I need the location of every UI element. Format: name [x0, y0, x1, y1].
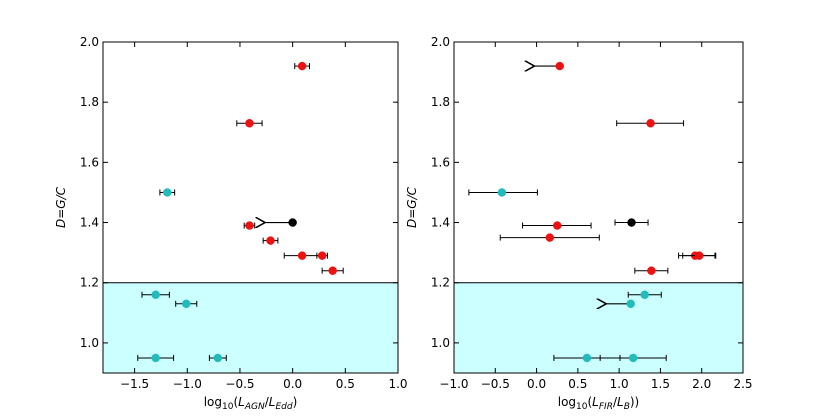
y-tick-label: 1.2	[431, 276, 450, 290]
x-tick-label: 2.0	[692, 377, 711, 391]
data-point-cyan	[640, 290, 649, 300]
data-point-red	[245, 221, 254, 230]
x-tick-label: −0.5	[481, 377, 510, 391]
x-tick-label: 2.5	[733, 377, 752, 391]
x-tick-label: −1.0	[439, 377, 468, 391]
y-tick-label: 1.6	[431, 155, 450, 169]
axes-frame	[102, 41, 399, 374]
x-axis-title: log10(LFIR/LB))	[558, 395, 640, 412]
x-tick-label: −1.0	[173, 377, 202, 391]
data-point-cyan	[181, 299, 191, 309]
data-point-black	[288, 218, 297, 227]
shaded-region	[454, 282, 743, 373]
right-panel: −1.0 −0.5 0.0 0.5 1.0 1.5 2.0 2.5 1.0 1.2 1.4 1.6 1.…	[405, 35, 753, 412]
data-point-red	[297, 61, 307, 71]
x-tick-label: 0.0	[527, 377, 546, 391]
data-point-cyan	[163, 188, 172, 197]
x-tick-label: 0.5	[568, 377, 587, 391]
data-point-red	[552, 221, 562, 230]
data-point-red	[555, 61, 564, 71]
x-axis-title: log10(LAGN/LEdd)	[204, 395, 298, 412]
x-tick-label: 1.0	[610, 377, 629, 391]
data-point-red	[266, 236, 275, 245]
data-point-red	[647, 266, 656, 275]
left-panel: −1.5 −1.0 −0.5 0.0 0.5 1.0 1.0 1.2 1.4 1.6 1.8 2.0 D…	[54, 35, 408, 412]
y-tick-label: 2.0	[80, 35, 99, 49]
axes-frame	[453, 41, 744, 374]
data-point-red	[317, 251, 327, 260]
y-tick-label: 1.4	[431, 216, 450, 230]
data-point-cyan	[151, 353, 160, 363]
y-axis-title: D=G/C	[405, 186, 419, 228]
y-tick-label: 1.4	[80, 216, 99, 230]
y-tick-label: 2.0	[431, 35, 450, 49]
data-point-red	[694, 251, 704, 260]
data-point-red	[245, 118, 254, 128]
y-tick-label: 1.6	[80, 155, 99, 169]
x-tick-label: −0.5	[225, 377, 254, 391]
x-tick-label: −1.5	[120, 377, 149, 391]
data-point-red	[646, 118, 655, 128]
data-point-cyan	[582, 353, 592, 363]
y-tick-label: 1.8	[80, 95, 99, 109]
x-tick-label: 1.0	[388, 377, 407, 391]
x-tick-label: 0.0	[283, 377, 302, 391]
data-point-cyan	[213, 353, 223, 363]
x-tick-label: 1.5	[651, 377, 670, 391]
shaded-region	[103, 282, 398, 373]
data-point-cyan	[628, 353, 638, 363]
y-tick-label: 1.0	[431, 336, 450, 350]
data-point-red	[297, 251, 307, 260]
data-point-black	[627, 218, 636, 227]
data-point-cyan	[626, 299, 635, 309]
data-point-red	[328, 266, 337, 275]
x-tick-label: 0.5	[336, 377, 355, 391]
y-tick-label: 1.2	[80, 276, 99, 290]
y-tick-label: 1.0	[80, 336, 99, 350]
data-point-red	[545, 233, 555, 242]
y-tick-label: 1.8	[431, 95, 450, 109]
y-axis-title: D=G/C	[54, 186, 68, 228]
data-point-cyan	[151, 290, 160, 300]
data-point-cyan	[497, 188, 507, 197]
